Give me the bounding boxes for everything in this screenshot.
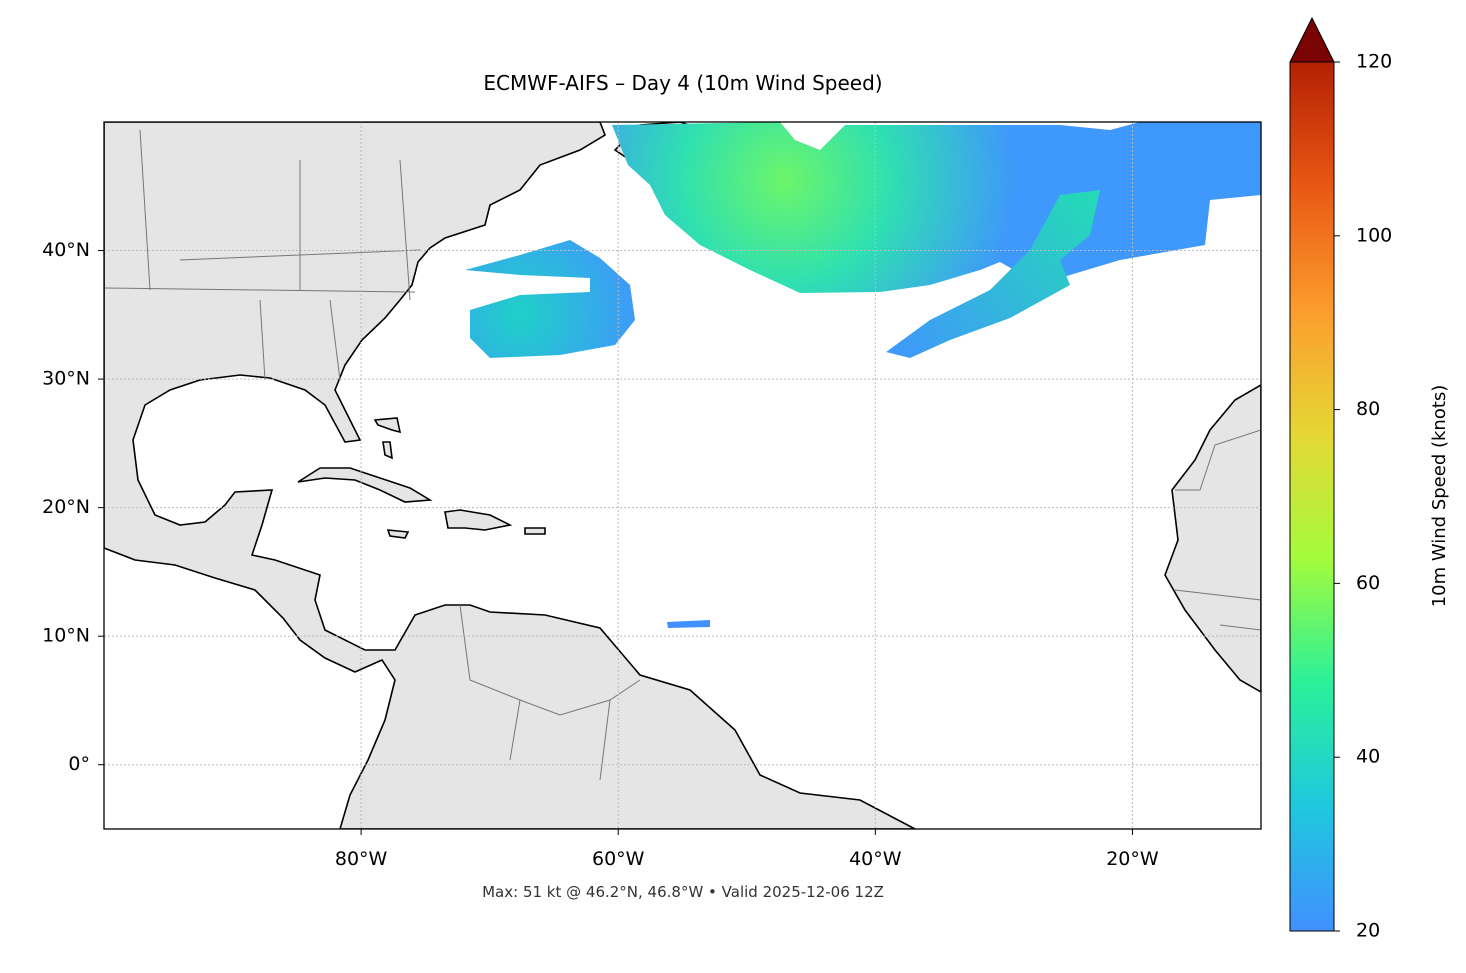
bahamas <box>373 417 402 460</box>
x-tick-label: 40°W <box>849 848 902 870</box>
colorbar-tick-label: 60 <box>1356 572 1380 594</box>
colorbar-tick-label: 120 <box>1356 51 1392 73</box>
hispaniola <box>444 509 513 531</box>
colorbar-tick-label: 40 <box>1356 746 1380 768</box>
plot-frame <box>103 121 1262 830</box>
jamaica <box>386 529 410 539</box>
wind-swath-north <box>612 122 1261 293</box>
map-area <box>104 122 1261 829</box>
x-tick-label: 80°W <box>335 848 388 870</box>
y-tick-label: 10°N <box>42 625 90 647</box>
y-tick-label: 40°N <box>42 239 90 261</box>
puerto-rico <box>524 527 546 535</box>
wind-swath-small <box>667 620 710 628</box>
colorbar-tick-label: 80 <box>1356 398 1380 420</box>
colorbar-tick-label: 100 <box>1356 224 1392 246</box>
borders <box>104 129 1261 781</box>
africa <box>1164 384 1261 693</box>
y-tick-label: 30°N <box>42 368 90 390</box>
wind-swath-east <box>886 190 1100 358</box>
colorbar-extend <box>1289 16 1335 63</box>
x-tick-label: 60°W <box>592 848 645 870</box>
colorbar-tick-label: 20 <box>1356 920 1380 942</box>
x-tick-label: 20°W <box>1106 848 1159 870</box>
y-tick-label: 0° <box>68 753 90 775</box>
cuba <box>297 467 433 503</box>
colorbar-label: 10m Wind Speed (knots) <box>1429 385 1450 608</box>
chart-title: ECMWF-AIFS – Day 4 (10m Wind Speed) <box>483 71 882 95</box>
y-tick-label: 20°N <box>42 496 90 518</box>
footer-note: Max: 51 kt @ 46.2°N, 46.8°W • Valid 2025… <box>482 883 884 901</box>
grid <box>104 122 1261 829</box>
colorbar <box>1289 61 1335 932</box>
wind-swath-west <box>465 240 635 358</box>
americas <box>104 122 916 829</box>
